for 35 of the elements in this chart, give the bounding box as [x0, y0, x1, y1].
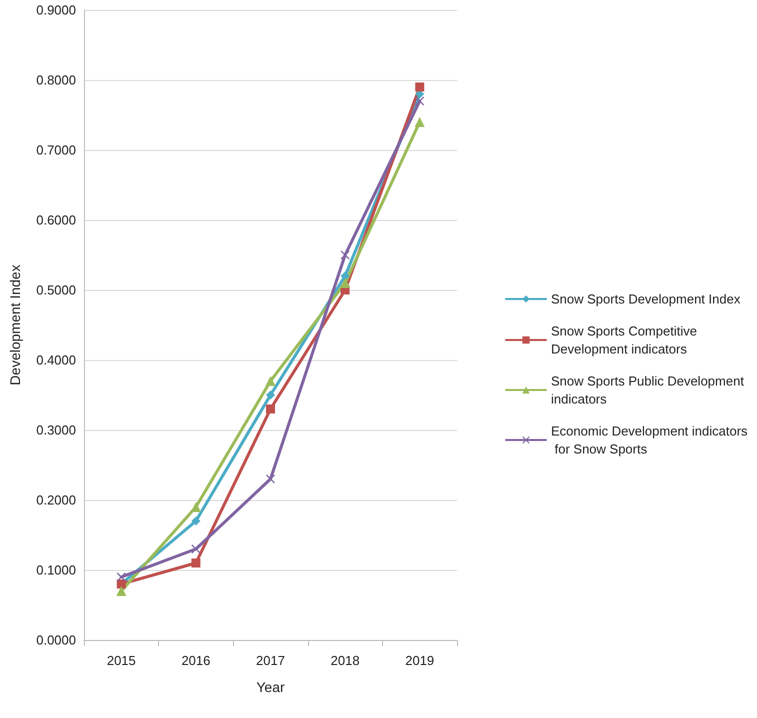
legend-label: Snow Sports Development Index	[551, 292, 741, 306]
x-tick-label: 2016	[181, 653, 210, 668]
y-tick-label: 0.6000	[36, 212, 76, 228]
point	[191, 544, 200, 554]
point	[340, 278, 350, 288]
y-tick-label: 0.8000	[36, 72, 76, 88]
y-tick-label: 0.0000	[36, 632, 76, 648]
point	[266, 376, 276, 386]
point	[116, 586, 126, 596]
point	[340, 272, 350, 280]
y-tick-label: 0.2000	[36, 492, 76, 508]
legend-label: Economic Development indicators for Snow Sports	[551, 424, 748, 456]
x-tick-label: 2015	[106, 653, 136, 668]
point	[116, 572, 126, 582]
y-tick-label: 0.5000	[36, 282, 76, 298]
point	[191, 516, 200, 526]
x-tick-label: 2019	[405, 653, 434, 668]
x-tick-label: 2018	[330, 653, 360, 668]
point	[191, 558, 200, 568]
y-tick-label: 0.7000	[36, 142, 76, 158]
legend-label: Snow Sports Competitive Development indicators	[551, 324, 701, 356]
legend-label: Snow Sports Public Development indicators	[551, 374, 748, 406]
point	[415, 82, 424, 92]
y-tick-label: 0.1000	[36, 562, 76, 578]
x-tick-label: 2017	[256, 653, 285, 668]
point	[340, 250, 350, 260]
y-tick-label: 0.9000	[36, 2, 76, 18]
point	[414, 117, 425, 127]
x-axis-title: Year	[256, 679, 285, 695]
y-tick-label: 0.3000	[36, 422, 76, 438]
point	[266, 404, 275, 414]
point	[415, 96, 424, 106]
y-tick-label: 0.4000	[36, 352, 76, 368]
y-axis-title: Development Index	[7, 264, 23, 386]
point	[266, 390, 275, 400]
